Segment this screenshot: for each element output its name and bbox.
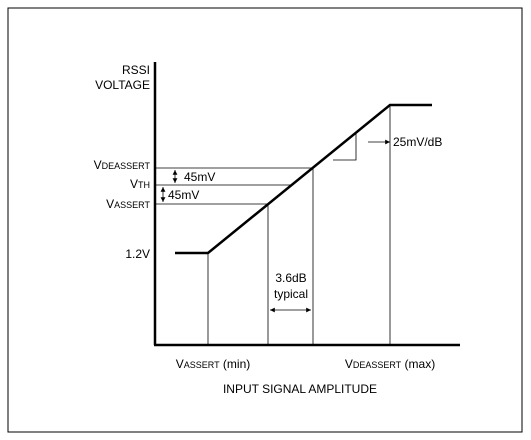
frame — [7, 7, 523, 433]
label-sub: TH — [138, 180, 150, 190]
x-label: VDEASSERT (max) — [345, 357, 435, 371]
annotation: typical — [274, 287, 308, 301]
x-label: VASSERT (min) — [176, 357, 251, 371]
label-sub: ASSERT — [184, 360, 220, 370]
annotation: 45mV — [184, 170, 215, 184]
y-axis-label: VOLTAGE — [95, 78, 150, 92]
label-main: V — [94, 158, 102, 172]
label-main: V — [130, 177, 138, 191]
annotation: 45mV — [168, 188, 199, 202]
label-main: V — [106, 197, 114, 211]
x-axis-title: INPUT SIGNAL AMPLITUDE — [223, 382, 377, 396]
label-sub: DEASSERT — [353, 360, 402, 370]
level-label: 1.2V — [125, 247, 150, 261]
rssi-curve — [175, 103, 432, 255]
label-suffix: (min) — [220, 357, 251, 371]
label-main: V — [176, 357, 184, 371]
level-label: VDEASSERT — [94, 158, 151, 172]
label-sub: DEASSERT — [102, 161, 151, 171]
label-main: V — [345, 357, 353, 371]
y-axis-label: RSSI — [122, 63, 150, 77]
slope-triangle — [333, 132, 357, 161]
level-label: VTH — [130, 177, 150, 191]
annotation: 3.6dB — [275, 271, 306, 285]
annotation: 25mV/dB — [393, 135, 442, 149]
label-suffix: (max) — [401, 357, 435, 371]
label-sub: ASSERT — [114, 200, 150, 210]
level-label: VASSERT — [106, 197, 150, 211]
